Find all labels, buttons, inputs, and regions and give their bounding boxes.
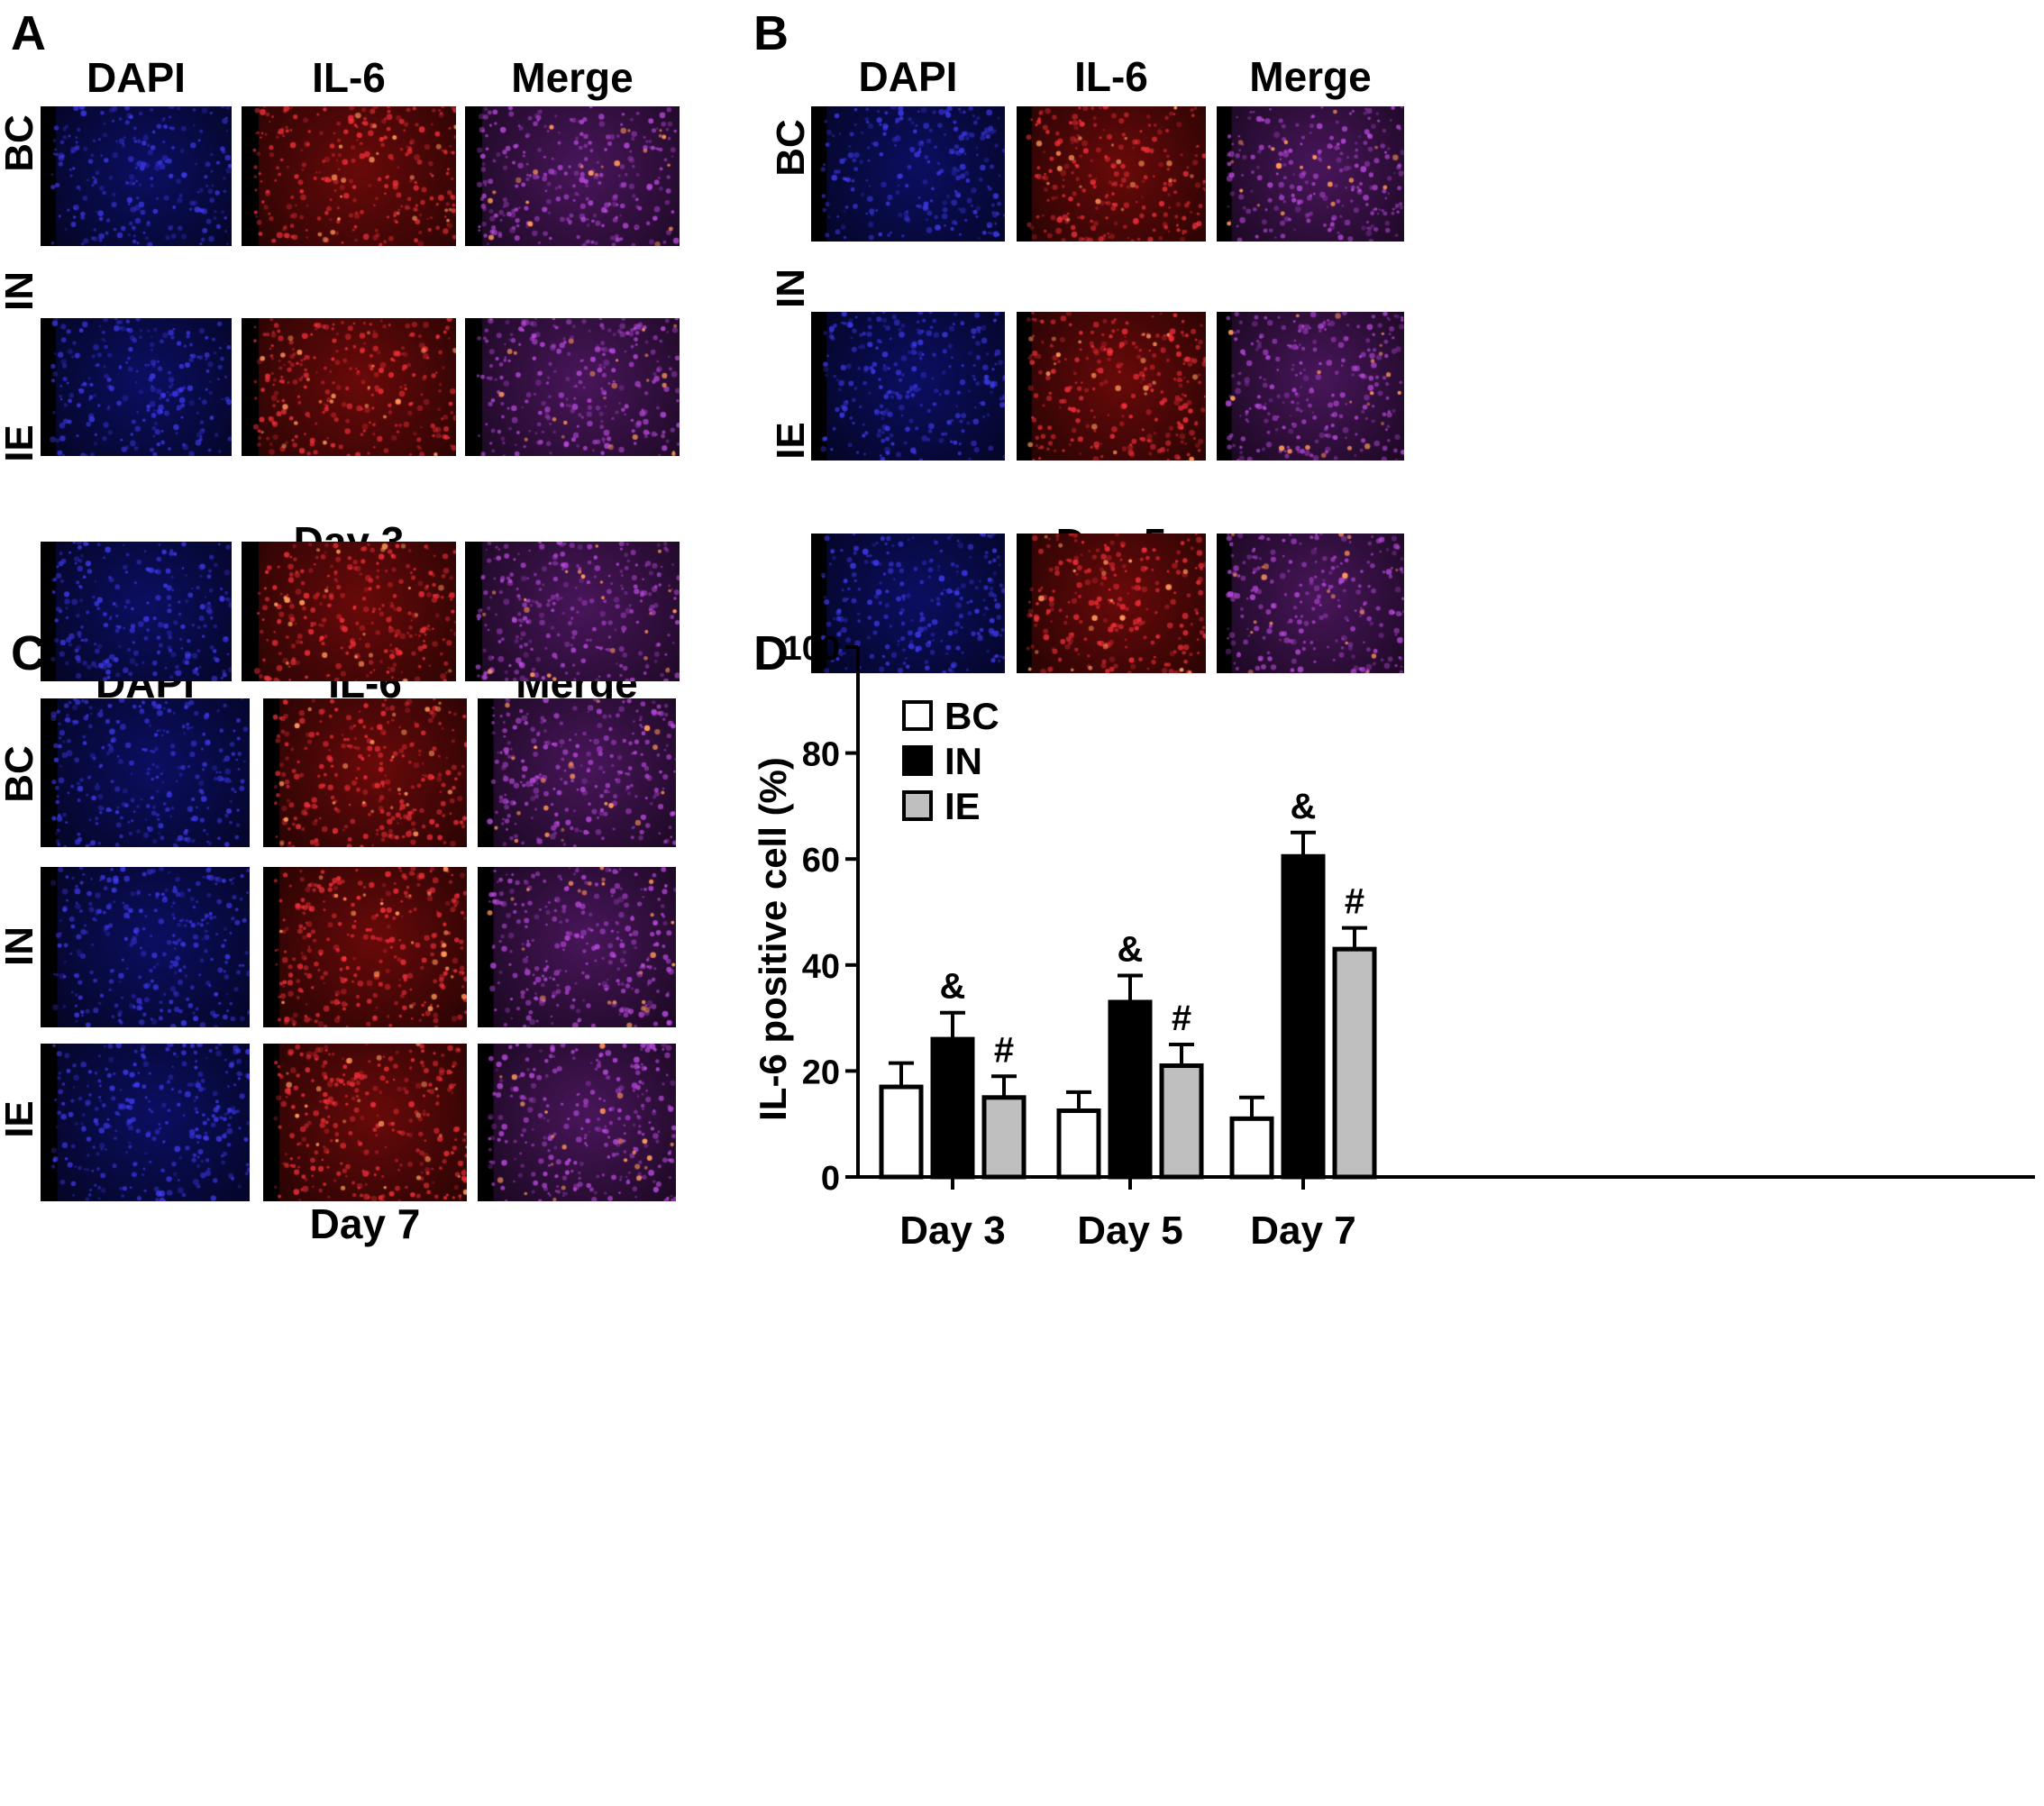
legend-swatch-bc — [902, 700, 933, 731]
micrograph-il6-in — [242, 318, 456, 456]
panel-letter-c: C — [11, 626, 46, 680]
micrograph-dapi-ie — [811, 534, 1005, 673]
y-tick-label: 80 — [802, 736, 840, 774]
y-tick-label: 40 — [802, 948, 840, 986]
micrograph-il6-ie — [1017, 534, 1206, 673]
micrograph-il6-bc — [263, 698, 467, 847]
micrograph-dapi-in — [41, 318, 232, 456]
micrograph-il6-ie — [263, 1044, 467, 1201]
bar-bc — [1056, 1108, 1101, 1180]
bar-in — [930, 1036, 975, 1180]
col-head-merge: Merge — [1249, 53, 1372, 100]
micrograph-il6-in — [263, 867, 467, 1027]
panel-letter-a: A — [11, 6, 46, 60]
y-tick-label: 0 — [821, 1160, 840, 1198]
micrograph-il6-in — [1017, 312, 1206, 461]
row-label-in: IN — [0, 271, 41, 311]
micrograph-dapi-bc — [811, 106, 1005, 242]
col-head-dapi: DAPI — [858, 53, 958, 100]
micrograph-merge-ie — [1217, 534, 1404, 673]
micrograph-merge-in — [478, 867, 676, 1027]
row-label-bc: BC — [769, 119, 813, 177]
significance-marker: & — [1118, 930, 1144, 970]
micrograph-merge-bc — [1217, 106, 1404, 242]
bar-ie — [1159, 1063, 1204, 1180]
micrograph-merge-ie — [465, 542, 680, 681]
micrograph-merge-bc — [465, 106, 680, 246]
x-tick-label: Day 7 — [1250, 1209, 1355, 1253]
micrograph-merge-ie — [478, 1044, 676, 1201]
row-label-in: IN — [769, 269, 813, 308]
micrograph-il6-bc — [1017, 106, 1206, 242]
micrograph-dapi-bc — [41, 698, 250, 847]
row-label-bc: BC — [0, 114, 41, 172]
row-label-bc: BC — [0, 745, 41, 803]
x-tick-label: Day 3 — [899, 1209, 1005, 1253]
legend-swatch-in — [902, 745, 933, 776]
micrograph-dapi-ie — [41, 1044, 250, 1201]
legend-label-bc: BC — [944, 695, 999, 737]
significance-marker: & — [1291, 787, 1317, 826]
panel-letter-b: B — [753, 6, 789, 60]
significance-marker: # — [1345, 882, 1364, 922]
micrograph-il6-ie — [242, 542, 456, 681]
bar-in — [1108, 999, 1153, 1180]
row-label-in: IN — [0, 926, 41, 966]
bar-bc — [1229, 1116, 1274, 1180]
panel-letter-d: D — [753, 626, 789, 680]
bar-ie — [1332, 946, 1377, 1180]
micrograph-il6-bc — [242, 106, 456, 246]
panel-caption: Day 7 — [309, 1200, 421, 1247]
col-head-merge: Merge — [511, 54, 634, 101]
significance-marker: # — [994, 1030, 1014, 1070]
row-label-ie: IE — [0, 1100, 41, 1138]
row-label-ie: IE — [769, 422, 813, 460]
y-tick-label: 60 — [802, 842, 840, 880]
micrograph-merge-bc — [478, 698, 676, 847]
micrograph-dapi-in — [41, 867, 250, 1027]
col-head-il6: IL-6 — [312, 54, 386, 101]
y-axis-label: IL-6 positive cell (%) — [752, 757, 794, 1121]
micrograph-dapi-ie — [41, 542, 232, 681]
y-tick-label: 20 — [802, 1054, 840, 1091]
col-head-dapi: DAPI — [87, 54, 186, 101]
legend-label-ie: IE — [944, 785, 981, 827]
significance-marker: # — [1172, 999, 1191, 1038]
bar-bc — [879, 1084, 924, 1180]
micrograph-merge-in — [465, 318, 680, 456]
significance-marker: & — [940, 967, 966, 1007]
legend-label-in: IN — [944, 740, 982, 782]
micrograph-dapi-in — [811, 312, 1005, 461]
col-head-il6: IL-6 — [1074, 53, 1148, 100]
micrograph-merge-in — [1217, 312, 1404, 461]
bar-in — [1281, 853, 1326, 1180]
micrograph-dapi-bc — [41, 106, 232, 246]
x-tick-label: Day 5 — [1077, 1209, 1182, 1253]
bar-ie — [981, 1095, 1027, 1180]
row-label-ie: IE — [0, 424, 41, 462]
legend-swatch-ie — [902, 790, 933, 821]
